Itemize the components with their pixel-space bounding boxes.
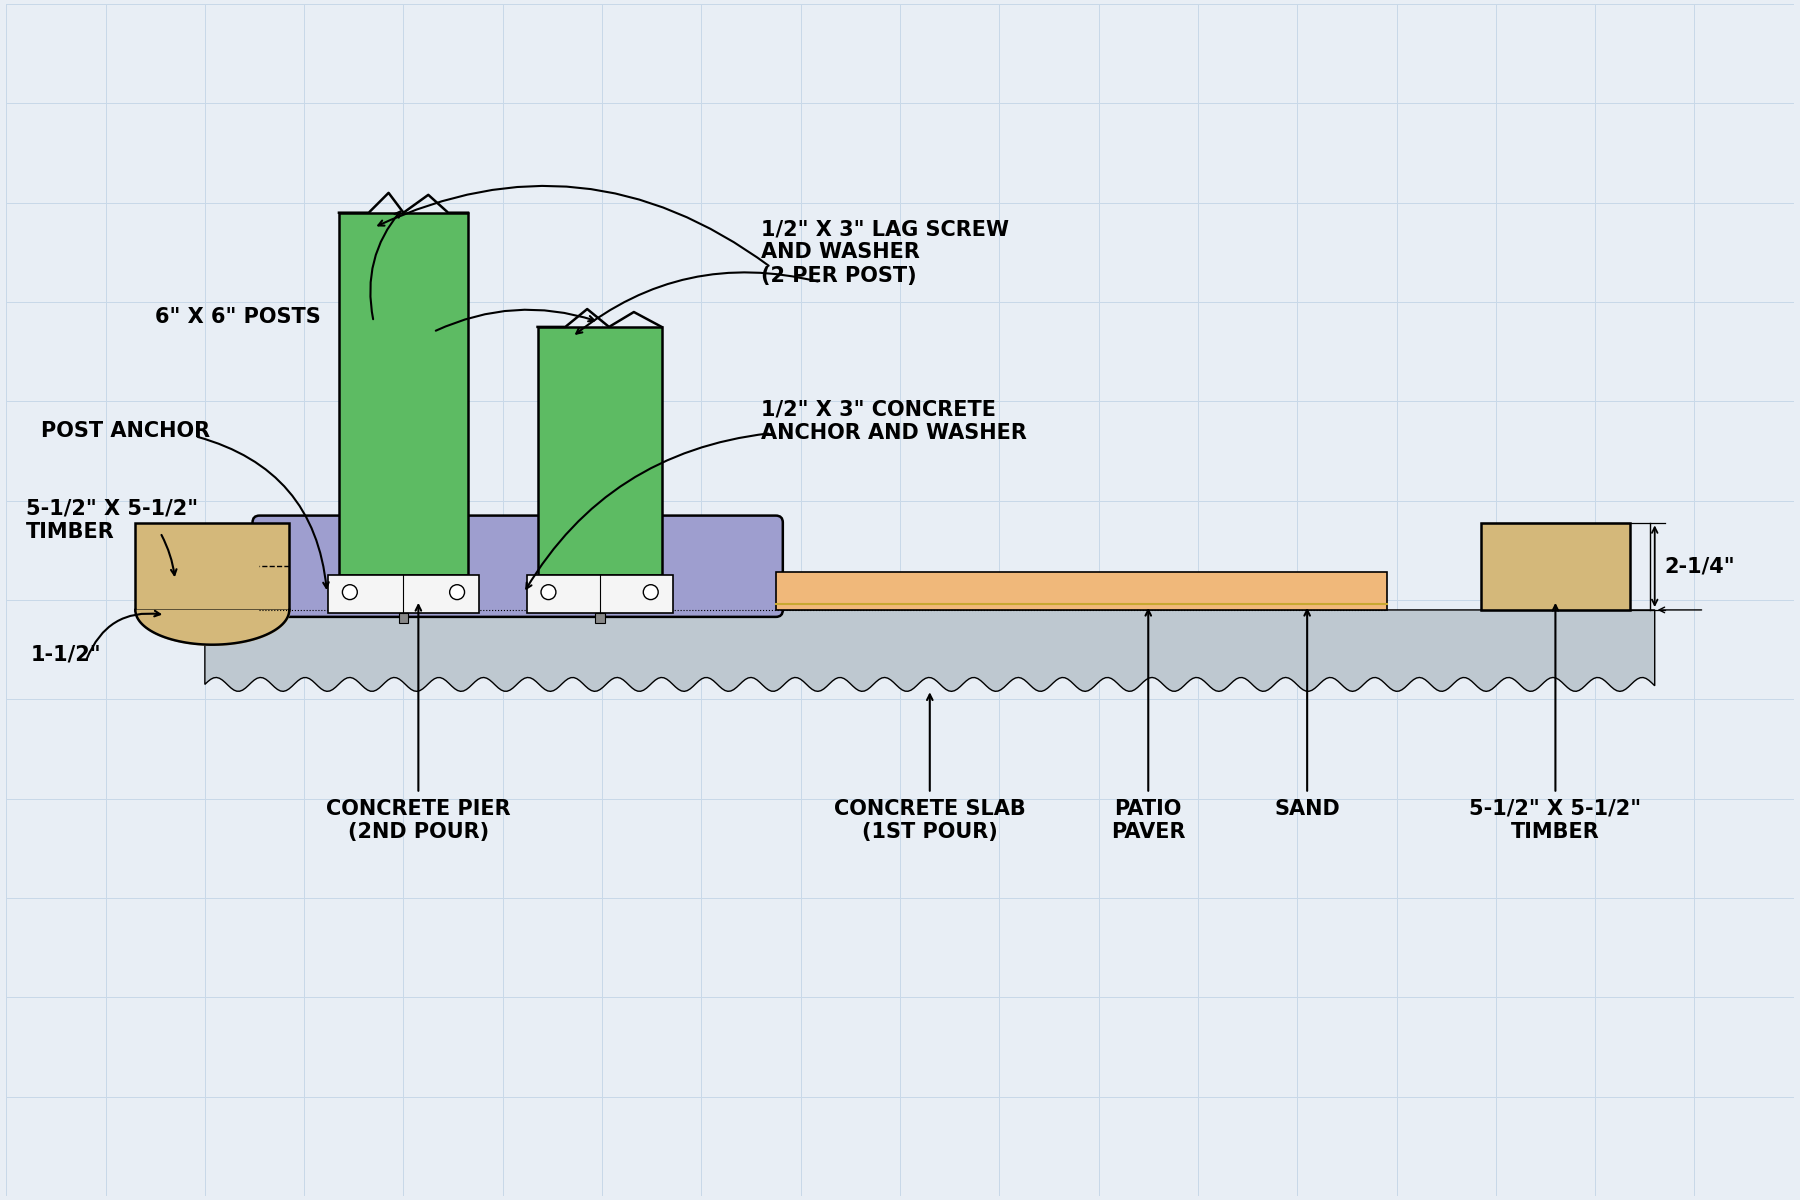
Text: 1/2" X 3" LAG SCREW
AND WASHER
(2 PER POST): 1/2" X 3" LAG SCREW AND WASHER (2 PER PO… bbox=[761, 220, 1010, 286]
Bar bbox=[135, 522, 290, 610]
Text: 5-1/2" X 5-1/2"
TIMBER: 5-1/2" X 5-1/2" TIMBER bbox=[27, 499, 198, 542]
FancyBboxPatch shape bbox=[252, 516, 783, 617]
Circle shape bbox=[542, 584, 556, 600]
Text: 1/2" X 3" CONCRETE
ANCHOR AND WASHER: 1/2" X 3" CONCRETE ANCHOR AND WASHER bbox=[761, 400, 1026, 443]
Bar bbox=[538, 326, 662, 575]
Bar bbox=[776, 572, 1386, 610]
Text: CONCRETE PIER
(2ND POUR): CONCRETE PIER (2ND POUR) bbox=[326, 799, 511, 842]
Text: PATIO
PAVER: PATIO PAVER bbox=[1111, 799, 1186, 842]
Circle shape bbox=[450, 584, 464, 600]
Bar bbox=[1481, 522, 1629, 610]
Bar bbox=[594, 613, 605, 623]
Text: 1-1/2": 1-1/2" bbox=[31, 644, 103, 665]
Text: POST ANCHOR: POST ANCHOR bbox=[41, 421, 211, 442]
Text: SAND: SAND bbox=[1274, 799, 1339, 818]
Polygon shape bbox=[205, 610, 1654, 691]
Text: 2-1/4": 2-1/4" bbox=[1665, 557, 1735, 576]
Bar bbox=[328, 575, 479, 613]
Bar bbox=[527, 575, 673, 613]
Circle shape bbox=[342, 584, 356, 600]
Text: 6" X 6" POSTS: 6" X 6" POSTS bbox=[155, 307, 320, 326]
Text: 5-1/2" X 5-1/2"
TIMBER: 5-1/2" X 5-1/2" TIMBER bbox=[1469, 799, 1642, 842]
Bar bbox=[338, 212, 468, 575]
Circle shape bbox=[643, 584, 659, 600]
Bar bbox=[398, 613, 409, 623]
Text: CONCRETE SLAB
(1ST POUR): CONCRETE SLAB (1ST POUR) bbox=[833, 799, 1026, 842]
